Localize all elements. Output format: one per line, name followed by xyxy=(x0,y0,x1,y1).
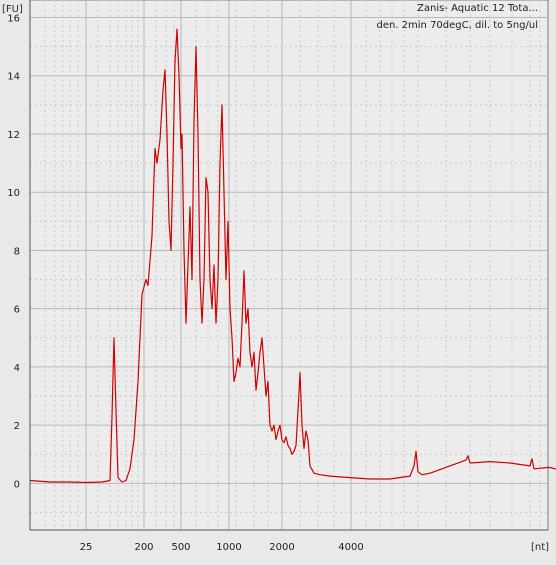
axes xyxy=(29,0,548,531)
y-tick-label: 12 xyxy=(7,130,20,141)
y-tick-labels: 0 2 4 6 8 10 12 14 16 xyxy=(7,13,20,490)
y-unit-label: [FU] xyxy=(2,4,23,15)
grid xyxy=(30,0,548,530)
x-tick-label: 1000 xyxy=(216,542,241,553)
y-tick-label: 8 xyxy=(14,246,20,257)
y-tick-label: 14 xyxy=(7,72,20,83)
chart-title-line-2: den. 2min 70degC, dil. to 5ng/ul xyxy=(376,20,538,31)
x-tick-label: 4000 xyxy=(338,542,363,553)
x-tick-label: 2000 xyxy=(269,542,294,553)
x-tick-label: 25 xyxy=(80,542,93,553)
x-unit-label: [nt] xyxy=(531,542,549,553)
x-tick-label: 500 xyxy=(171,542,190,553)
y-tick-label: 4 xyxy=(14,363,20,374)
y-tick-label: 0 xyxy=(14,479,20,490)
y-tick-label: 10 xyxy=(7,188,20,199)
x-tick-label: 200 xyxy=(134,542,153,553)
y-tick-label: 2 xyxy=(14,421,20,432)
x-tick-labels: 25 200 500 1000 2000 4000 xyxy=(80,542,364,553)
y-tick-label: 16 xyxy=(7,13,20,24)
chart-title-line-1: Zanis- Aquatic 12 Tota... xyxy=(417,3,538,14)
fluorescence-trace-line xyxy=(29,28,556,484)
y-tick-label: 6 xyxy=(14,305,20,316)
